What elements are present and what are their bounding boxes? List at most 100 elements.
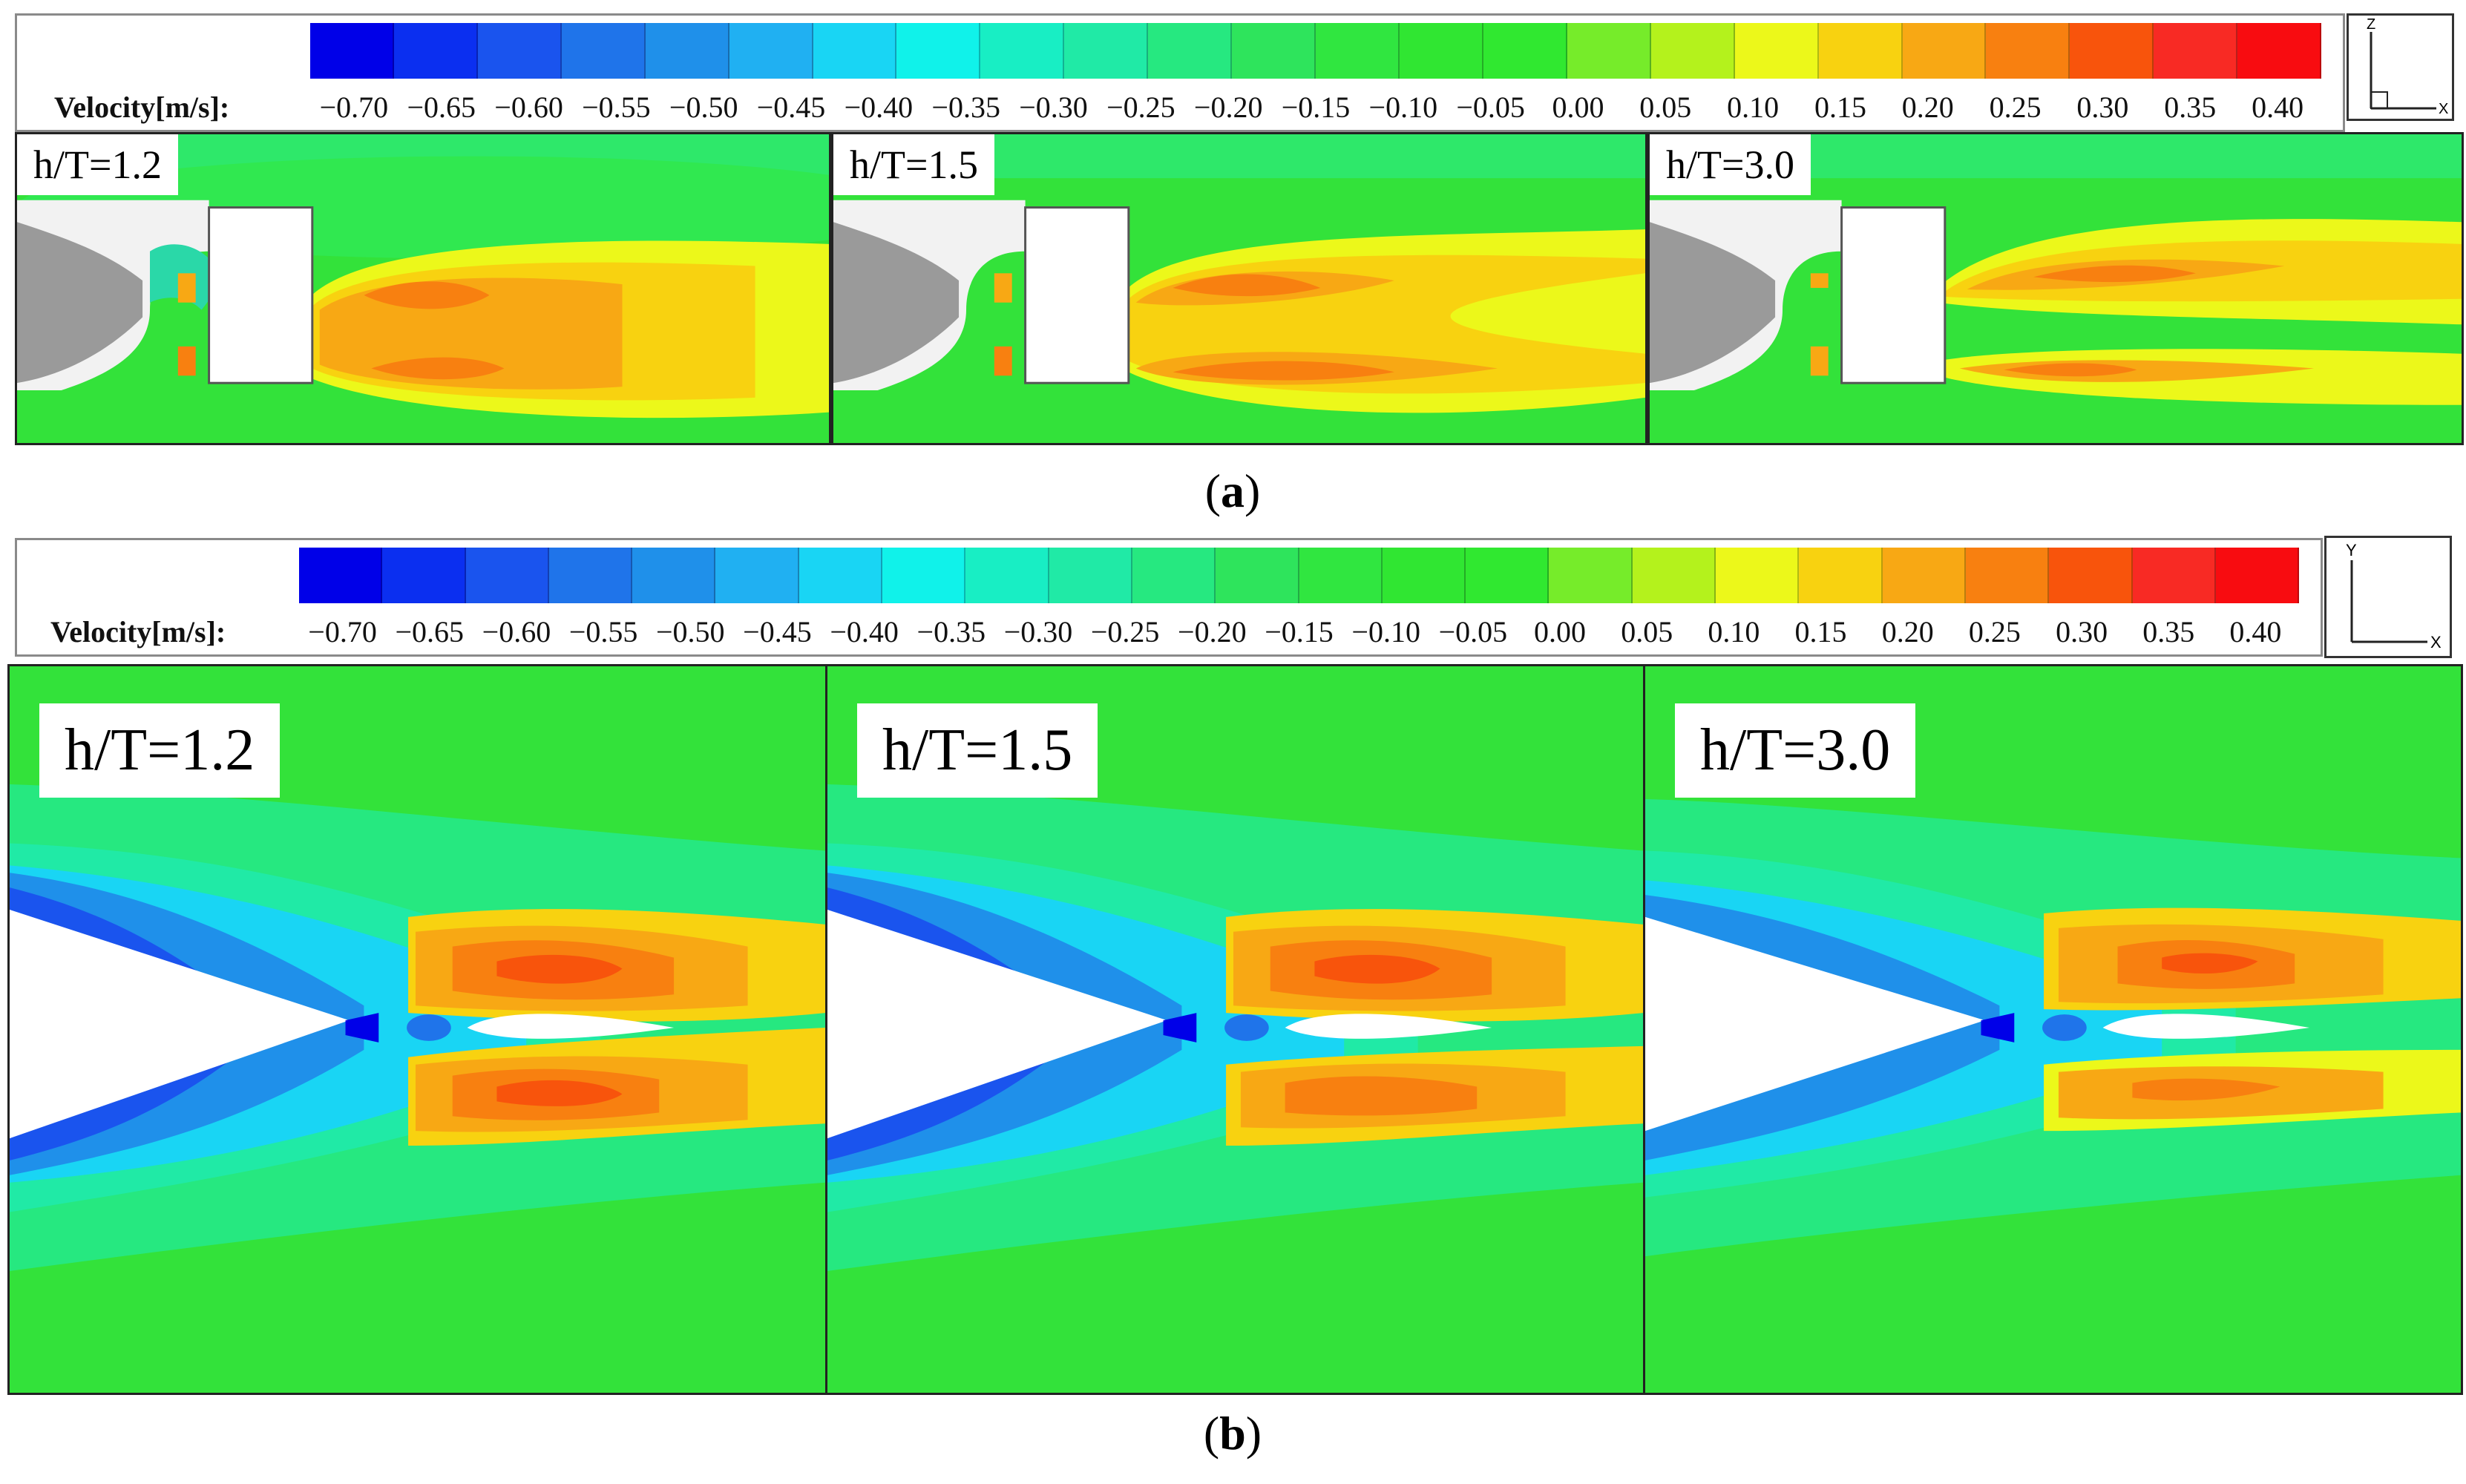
colorbar-tick-label: −0.30: [1019, 91, 1088, 124]
legend-b: Velocity[m/s]: −0.70 −0.65 −0.60 −0.55 −0.50…: [15, 538, 2323, 657]
colorbar-a: [310, 23, 2322, 79]
colorbar-tick-label: 0.40: [2252, 91, 2304, 124]
axis-b-horizontal: X: [2430, 633, 2442, 651]
panel-a-3: h/T=3.0: [1647, 132, 2464, 445]
colorbar-tick-label: 0.35: [2164, 91, 2217, 124]
colorbar-tick-label: −0.20: [1193, 91, 1263, 124]
colorbar-segment: [882, 548, 966, 603]
colorbar-tick-label: −0.35: [916, 615, 986, 649]
colorbar-segment: [813, 23, 897, 79]
colorbar-segment: [1549, 548, 1633, 603]
colorbar-tick-label: 0.30: [2056, 615, 2108, 649]
colorbar-segment: [1567, 23, 1651, 79]
colorbar-segment: [632, 548, 716, 603]
colorbar-segment: [1049, 548, 1132, 603]
colorbar-segment: [965, 548, 1049, 603]
colorbar-b: [299, 548, 2300, 603]
axis-triad-b: Y X: [2324, 536, 2452, 658]
colorbar-tick-label: −0.70: [308, 615, 377, 649]
colorbar-tick-label: 0.25: [1989, 91, 2042, 124]
colorbar-segment: [1799, 548, 1883, 603]
case-label-b-1: h/T=1.2: [39, 703, 281, 798]
colorbar-segment: [715, 548, 799, 603]
colorbar-segment: [1965, 548, 2050, 603]
colorbar-tick-label: −0.15: [1281, 91, 1351, 124]
colorbar-tick-label: 0.10: [1708, 615, 1760, 649]
colorbar-tick-label: −0.10: [1351, 615, 1420, 649]
colorbar-ticks-b: −0.70 −0.65 −0.60 −0.55 −0.50 −0.45 −0.40 −0.35…: [299, 614, 2299, 651]
colorbar-segment: [477, 23, 562, 79]
colorbar-segment: [2132, 548, 2216, 603]
colorbar-segment: [1650, 23, 1735, 79]
colorbar-tick-label: −0.50: [656, 615, 725, 649]
colorbar-tick-label: −0.55: [582, 91, 651, 124]
colorbar-tick-label: −0.30: [1003, 615, 1073, 649]
colorbar-segment: [1986, 23, 2070, 79]
colorbar-tick-label: −0.35: [931, 91, 1000, 124]
colorbar-segment: [1902, 23, 1987, 79]
colorbar-ticks-a: −0.70 −0.65 −0.60 −0.55 −0.50 −0.45 −0.40 −0.35…: [310, 90, 2321, 127]
colorbar-tick-label: −0.65: [407, 91, 476, 124]
colorbar-segment: [2049, 548, 2133, 603]
colorbar-segment: [799, 548, 883, 603]
case-label-b-3: h/T=3.0: [1675, 703, 1916, 798]
case-label-b-2: h/T=1.5: [857, 703, 1098, 798]
legend-label-b: Velocity[m/s]:: [50, 615, 226, 649]
colorbar-tick-label: 0.20: [1881, 615, 1934, 649]
colorbar-segment: [980, 23, 1065, 79]
colorbar-tick-label: −0.05: [1456, 91, 1525, 124]
colorbar-tick-label: 0.10: [1727, 91, 1780, 124]
panel-a-1: h/T=1.2: [15, 132, 831, 445]
colorbar-segment: [1232, 23, 1316, 79]
colorbar-tick-label: −0.50: [669, 91, 738, 124]
colorbar-segment: [465, 548, 549, 603]
case-label-a-2: h/T=1.5: [833, 134, 994, 195]
colorbar-segment: [1316, 23, 1400, 79]
colorbar-tick-label: −0.40: [830, 615, 899, 649]
colorbar-segment: [1716, 548, 1800, 603]
panel-a-2: h/T=1.5: [831, 132, 1647, 445]
colorbar-segment: [1882, 548, 1966, 603]
colorbar-tick-label: −0.40: [844, 91, 914, 124]
colorbar-segment: [382, 548, 466, 603]
colorbar-tick-label: −0.20: [1178, 615, 1247, 649]
colorbar-segment: [561, 23, 646, 79]
colorbar-tick-label: 0.05: [1621, 615, 1673, 649]
colorbar-tick-label: −0.15: [1265, 615, 1334, 649]
panel-b-1: h/T=1.2: [7, 664, 827, 1395]
colorbar-segment: [310, 23, 394, 79]
colorbar-segment: [2070, 23, 2154, 79]
colorbar-tick-label: −0.45: [743, 615, 812, 649]
caption-a: (a): [1204, 464, 1261, 517]
caption-b: (b): [1203, 1407, 1262, 1460]
colorbar-tick-label: 0.00: [1534, 615, 1587, 649]
colorbar-segment: [1632, 548, 1716, 603]
axis-b-vertical: Y: [2346, 541, 2357, 559]
legend-label-a: Velocity[m/s]:: [54, 91, 230, 124]
colorbar-tick-label: −0.60: [494, 91, 563, 124]
colorbar-segment: [1148, 23, 1233, 79]
colorbar-tick-label: 0.20: [1901, 91, 1954, 124]
colorbar-tick-label: 0.25: [1968, 615, 2021, 649]
colorbar-tick-label: 0.30: [2076, 91, 2129, 124]
colorbar-segment: [645, 23, 729, 79]
colorbar-segment: [896, 23, 981, 79]
colorbar-segment: [1299, 548, 1383, 603]
colorbar-tick-label: 0.35: [2142, 615, 2195, 649]
colorbar-segment: [2237, 23, 2322, 79]
colorbar-tick-label: −0.05: [1438, 615, 1508, 649]
colorbar-tick-label: 0.40: [2229, 615, 2282, 649]
colorbar-segment: [393, 23, 478, 79]
axis-a-horizontal: X: [2439, 101, 2448, 117]
colorbar-tick-label: −0.10: [1368, 91, 1438, 124]
colorbar-segment: [1216, 548, 1299, 603]
case-label-a-3: h/T=3.0: [1650, 134, 1811, 195]
colorbar-tick-label: 0.05: [1639, 91, 1692, 124]
colorbar-segment: [1382, 548, 1466, 603]
axis-triad-a: Z X: [2347, 13, 2454, 121]
colorbar-tick-label: −0.45: [756, 91, 826, 124]
colorbar-segment: [1064, 23, 1149, 79]
colorbar-tick-label: −0.70: [319, 91, 389, 124]
axis-a-vertical: Z: [2367, 16, 2375, 33]
colorbar-tick-label: −0.25: [1106, 91, 1175, 124]
